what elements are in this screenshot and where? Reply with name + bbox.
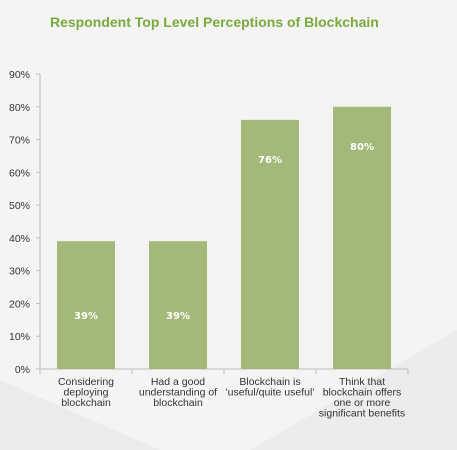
chart-title: Respondent Top Level Perceptions of Bloc… bbox=[50, 14, 379, 30]
data-label: 39% bbox=[74, 311, 98, 322]
category-label: blockchain offers bbox=[323, 387, 402, 399]
y-tick-label: 50% bbox=[9, 200, 30, 212]
data-label: 39% bbox=[166, 311, 190, 322]
bar bbox=[241, 119, 299, 369]
y-tick-label: 10% bbox=[9, 331, 30, 343]
category-label: deploying bbox=[64, 387, 109, 399]
category-label: blockchain bbox=[153, 397, 203, 409]
data-label: 80% bbox=[350, 142, 374, 153]
chart-bars bbox=[57, 106, 391, 370]
y-tick-label: 60% bbox=[9, 167, 30, 179]
bar bbox=[57, 241, 115, 369]
category-label: one or more bbox=[334, 397, 391, 409]
y-tick-label: 30% bbox=[9, 266, 30, 278]
y-tick-label: 90% bbox=[9, 69, 30, 81]
category-label: blockchain bbox=[61, 397, 111, 409]
category-label: Considering bbox=[58, 376, 114, 388]
bar bbox=[333, 106, 391, 370]
chart-axes: 0% 10% 20% 30% 40% 50% 60% 70% 80% 90% bbox=[9, 69, 409, 376]
y-tick-label: 40% bbox=[9, 233, 30, 245]
y-tick-label: 0% bbox=[15, 364, 30, 376]
bar bbox=[149, 241, 207, 369]
chart-labels: 39%Consideringdeployingblockchain39%Had … bbox=[58, 142, 405, 420]
category-label: 'useful/quite useful' bbox=[226, 387, 315, 399]
category-label: Think that bbox=[339, 376, 385, 388]
y-tick-label: 20% bbox=[9, 298, 30, 310]
category-label: significant benefits bbox=[319, 408, 405, 420]
category-label: Had a good bbox=[151, 376, 205, 388]
y-tick-label: 70% bbox=[9, 135, 30, 147]
category-label: understanding of bbox=[139, 387, 217, 399]
category-label: Blockchain is bbox=[239, 376, 300, 388]
y-tick-label: 80% bbox=[9, 102, 30, 114]
data-label: 76% bbox=[258, 155, 282, 166]
